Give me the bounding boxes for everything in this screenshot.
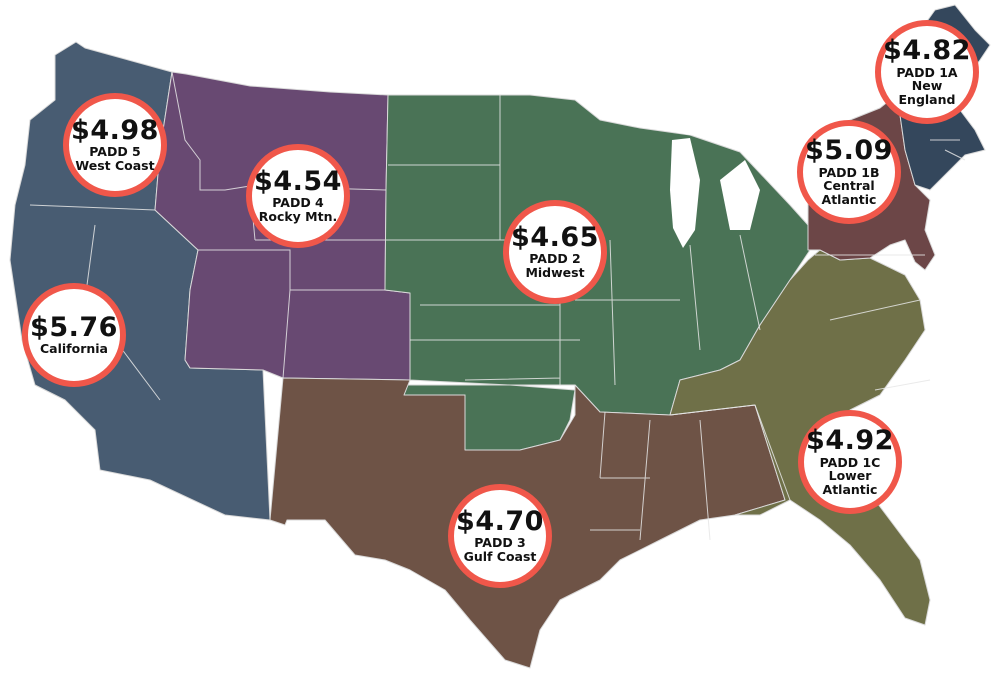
label-padd1a-line1: PADD 1A [896, 64, 958, 80]
label-padd3-line2: Gulf Coast [463, 549, 537, 565]
price-padd3: $4.70 [456, 506, 544, 538]
label-padd1b-line3: Atlantic [821, 192, 877, 208]
bubble-california[interactable]: $5.76 California [22, 283, 126, 387]
price-padd4: $4.54 [254, 166, 342, 198]
label-padd4-line1: PADD 4 [272, 195, 324, 211]
label-california-line1: California [40, 341, 108, 357]
price-padd2: $4.65 [511, 222, 599, 254]
label-padd2-line2: Midwest [525, 265, 585, 281]
bubble-padd1c[interactable]: $4.92 PADD 1C Lower Atlantic [798, 410, 902, 514]
label-padd2-line1: PADD 2 [529, 251, 581, 267]
label-padd3-line1: PADD 3 [474, 535, 526, 551]
label-padd1c-line2: Lower [828, 468, 872, 484]
price-padd1c: $4.92 [806, 425, 894, 457]
bubble-padd1a[interactable]: $4.82 PADD 1A New England [875, 20, 979, 124]
bubble-padd1b[interactable]: $5.09 PADD 1B Central Atlantic [797, 120, 901, 224]
label-padd1a-line2: New [911, 78, 943, 94]
price-california: $5.76 [30, 311, 118, 343]
bubble-padd4[interactable]: $4.54 PADD 4 Rocky Mtn. [246, 144, 350, 248]
label-padd1c-line3: Atlantic [822, 482, 878, 498]
bubble-padd3[interactable]: $4.70 PADD 3 Gulf Coast [448, 484, 552, 588]
label-padd1b-line1: PADD 1B [818, 164, 880, 180]
label-padd4-line2: Rocky Mtn. [258, 209, 338, 225]
bubble-padd5[interactable]: $4.98 PADD 5 West Coast [63, 93, 167, 197]
label-padd1b-line2: Central [823, 178, 875, 194]
label-padd5-line1: PADD 5 [89, 144, 141, 160]
label-padd1a-line3: England [898, 92, 956, 108]
label-padd1c-line1: PADD 1C [819, 454, 881, 470]
price-padd1a: $4.82 [883, 35, 971, 67]
price-padd5: $4.98 [71, 115, 159, 147]
price-padd1b: $5.09 [805, 135, 893, 167]
label-padd5-line2: West Coast [75, 158, 155, 174]
bubble-padd2[interactable]: $4.65 PADD 2 Midwest [503, 200, 607, 304]
